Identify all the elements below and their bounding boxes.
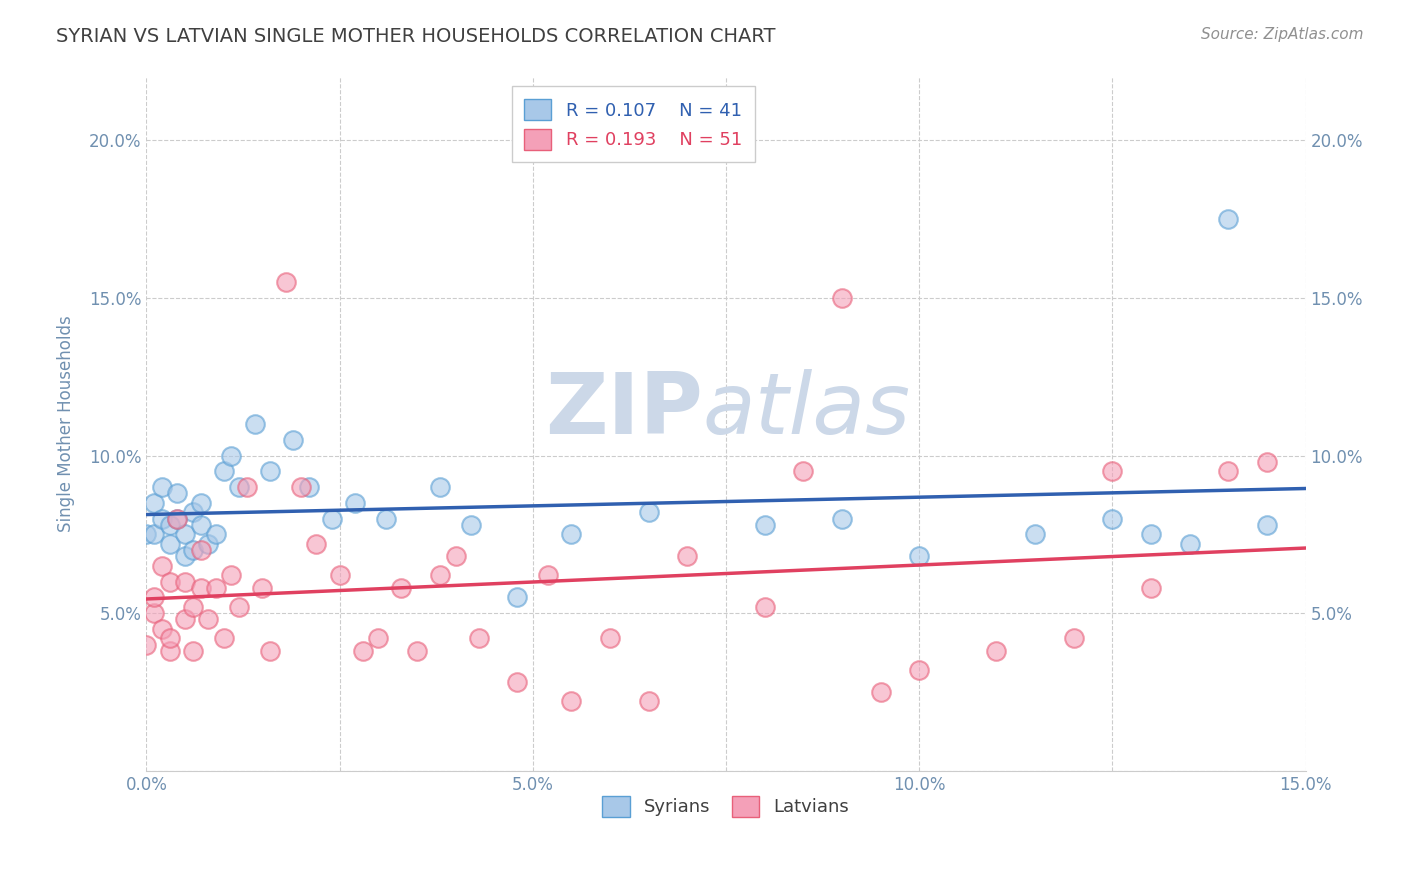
Point — [1256, 517, 1278, 532]
Point — [159, 574, 181, 589]
Point — [174, 527, 197, 541]
Point — [174, 612, 197, 626]
Point — [181, 505, 204, 519]
Point — [143, 606, 166, 620]
Point — [274, 275, 297, 289]
Point — [174, 549, 197, 564]
Point — [190, 543, 212, 558]
Point — [150, 511, 173, 525]
Point — [406, 644, 429, 658]
Point — [1140, 581, 1163, 595]
Point — [181, 644, 204, 658]
Point — [212, 464, 235, 478]
Point — [143, 591, 166, 605]
Point — [135, 527, 157, 541]
Point — [159, 632, 181, 646]
Point — [637, 505, 659, 519]
Point — [150, 480, 173, 494]
Point — [305, 537, 328, 551]
Text: ZIP: ZIP — [546, 368, 703, 451]
Text: Source: ZipAtlas.com: Source: ZipAtlas.com — [1201, 27, 1364, 42]
Point — [560, 527, 582, 541]
Point — [1063, 632, 1085, 646]
Point — [869, 685, 891, 699]
Y-axis label: Single Mother Households: Single Mother Households — [58, 316, 75, 533]
Point — [367, 632, 389, 646]
Point — [391, 581, 413, 595]
Point — [375, 511, 398, 525]
Point — [986, 644, 1008, 658]
Text: atlas: atlas — [703, 368, 911, 451]
Point — [290, 480, 312, 494]
Point — [143, 496, 166, 510]
Point — [150, 622, 173, 636]
Point — [190, 581, 212, 595]
Point — [1101, 464, 1123, 478]
Point — [831, 291, 853, 305]
Point — [754, 599, 776, 614]
Point — [150, 558, 173, 573]
Point — [190, 496, 212, 510]
Point — [792, 464, 814, 478]
Point — [166, 511, 188, 525]
Point — [1218, 212, 1240, 227]
Point — [344, 496, 367, 510]
Point — [329, 568, 352, 582]
Point — [1024, 527, 1046, 541]
Point — [181, 599, 204, 614]
Point — [908, 663, 931, 677]
Point — [560, 694, 582, 708]
Point — [506, 591, 529, 605]
Point — [252, 581, 274, 595]
Point — [228, 480, 250, 494]
Point — [159, 517, 181, 532]
Point — [506, 675, 529, 690]
Point — [166, 486, 188, 500]
Point — [831, 511, 853, 525]
Point — [166, 511, 188, 525]
Point — [190, 517, 212, 532]
Point — [1218, 464, 1240, 478]
Point — [259, 644, 281, 658]
Point — [259, 464, 281, 478]
Legend: Syrians, Latvians: Syrians, Latvians — [595, 789, 856, 824]
Point — [159, 644, 181, 658]
Point — [143, 527, 166, 541]
Point — [221, 568, 243, 582]
Point — [212, 632, 235, 646]
Point — [174, 574, 197, 589]
Point — [637, 694, 659, 708]
Point — [352, 644, 374, 658]
Point — [1256, 455, 1278, 469]
Point — [429, 568, 451, 582]
Point — [460, 517, 482, 532]
Point — [444, 549, 467, 564]
Point — [197, 612, 219, 626]
Point — [159, 537, 181, 551]
Point — [321, 511, 343, 525]
Text: SYRIAN VS LATVIAN SINGLE MOTHER HOUSEHOLDS CORRELATION CHART: SYRIAN VS LATVIAN SINGLE MOTHER HOUSEHOL… — [56, 27, 776, 45]
Point — [283, 433, 305, 447]
Point — [1178, 537, 1201, 551]
Point — [243, 417, 266, 431]
Point — [599, 632, 621, 646]
Point — [676, 549, 699, 564]
Point — [1140, 527, 1163, 541]
Point — [467, 632, 489, 646]
Point — [429, 480, 451, 494]
Point — [197, 537, 219, 551]
Point — [298, 480, 321, 494]
Point — [1101, 511, 1123, 525]
Point — [908, 549, 931, 564]
Point — [228, 599, 250, 614]
Point — [181, 543, 204, 558]
Point — [221, 449, 243, 463]
Point — [135, 638, 157, 652]
Point — [236, 480, 259, 494]
Point — [205, 527, 228, 541]
Point — [205, 581, 228, 595]
Point — [537, 568, 560, 582]
Point — [754, 517, 776, 532]
